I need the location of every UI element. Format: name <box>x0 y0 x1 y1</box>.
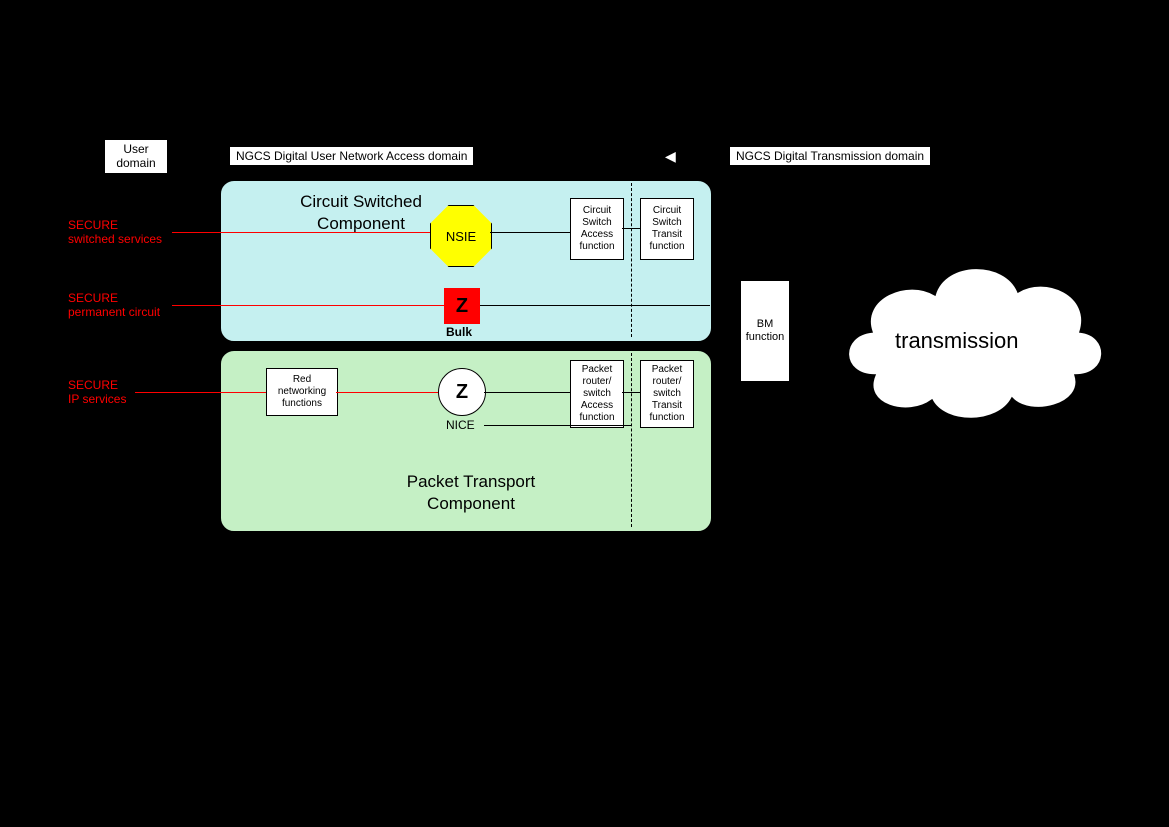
pkt-access-box: Packet router/ switch Access function <box>570 360 624 428</box>
red-networking-box: Red networking functions <box>266 368 338 416</box>
bulk-z-node: Z <box>444 288 480 324</box>
access-transit-divider-2 <box>631 353 632 527</box>
secure-switched-label: SECURE switched services <box>68 218 162 246</box>
secure-permanent-label: SECURE permanent circuit <box>68 291 160 319</box>
transmission-domain-text: NGCS Digital Transmission domain <box>736 149 924 163</box>
line-pktaccess-pkttransit <box>622 392 640 393</box>
csw-access-box: Circuit Switch Access function <box>570 198 624 260</box>
bulk-z-label: Z <box>456 295 468 318</box>
pkt-transit-box: Packet router/ switch Transit function <box>640 360 694 428</box>
packet-transport-title: Packet Transport Component <box>341 471 601 515</box>
access-transit-divider <box>631 183 632 337</box>
access-domain-label: NGCS Digital User Network Access domain <box>230 147 473 165</box>
access-domain-text: NGCS Digital User Network Access domain <box>236 149 467 163</box>
line-cswaccess-cswtransit <box>622 228 640 229</box>
line-nice-pkt-lower <box>484 425 630 426</box>
line-secure-permanent <box>172 305 444 306</box>
user-domain-label: User domain <box>105 140 167 173</box>
secure-ip-label: SECURE IP services <box>68 378 126 406</box>
csw-transit-box: Circuit Switch Transit function <box>640 198 694 260</box>
secure-switched-line1: SECURE <box>68 218 118 232</box>
secure-permanent-line2: permanent circuit <box>68 305 160 319</box>
line-secure-ip <box>135 392 266 393</box>
secure-ip-line1: SECURE <box>68 378 118 392</box>
nice-sublabel: NICE <box>446 418 475 432</box>
line-rednet-nice <box>336 392 438 393</box>
bulk-sublabel: Bulk <box>446 325 472 339</box>
line-bulk-right <box>480 305 710 306</box>
nice-z-label: Z <box>456 381 468 404</box>
user-domain-text: User domain <box>116 142 155 170</box>
secure-permanent-line1: SECURE <box>68 291 118 305</box>
nsie-label: NSIE <box>446 229 476 244</box>
line-secure-switched <box>172 232 430 233</box>
bm-function-box: BM function <box>740 280 790 382</box>
domain-arrow-icon: ◀ <box>665 148 676 165</box>
transmission-domain-label: NGCS Digital Transmission domain <box>730 147 930 165</box>
line-pkt-lower-vert <box>630 425 631 426</box>
line-nsie-cswaccess <box>490 232 570 233</box>
secure-switched-line2: switched services <box>68 232 162 246</box>
secure-ip-line2: IP services <box>68 392 126 406</box>
line-nice-pktaccess <box>484 392 570 393</box>
nice-z-node: Z <box>438 368 486 416</box>
transmission-cloud-label: transmission <box>895 328 1018 354</box>
